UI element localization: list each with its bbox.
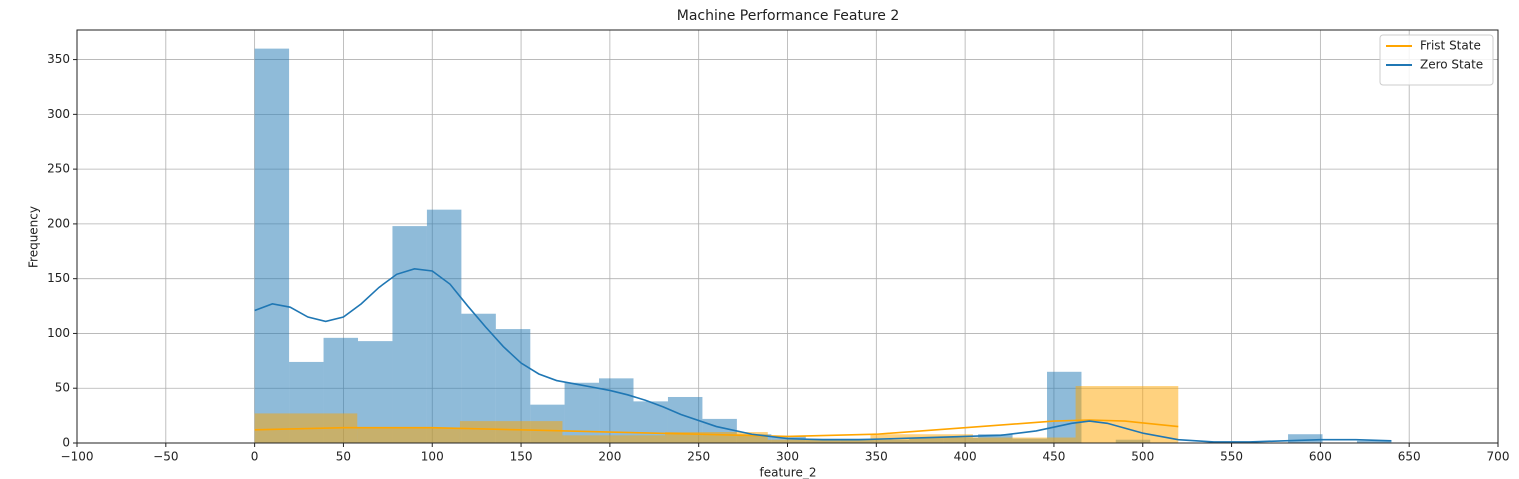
y-tick-label: 200 [47,216,70,230]
y-tick-label: 300 [47,107,70,121]
x-tick-label: 450 [1042,450,1065,464]
histogram-bar [392,226,427,443]
x-tick-label: 0 [251,450,259,464]
x-tick-label: 600 [1309,450,1332,464]
histogram-bar [1288,434,1323,443]
y-tick-label: 0 [62,436,70,450]
histogram-bar [1075,386,1179,443]
chart-title: Machine Performance Feature 2 [677,8,899,24]
plot-frame [76,29,1499,444]
y-tick-label: 150 [47,271,70,285]
x-tick-label: 100 [421,450,444,464]
legend: Frist State Zero State [1379,34,1494,86]
histogram-bar [599,378,634,443]
x-tick-label: 400 [954,450,977,464]
x-tick-label: −50 [153,450,178,464]
x-tick-label: 300 [776,450,799,464]
histogram-bar [972,437,1076,443]
kde-line [254,419,1179,438]
histogram-bar [459,421,563,443]
x-tick-label: −100 [61,450,94,464]
legend-box [1379,34,1494,86]
legend-label: Frist State [1420,39,1481,53]
legend-label: Zero State [1420,58,1483,72]
histogram-bar [426,209,462,443]
histogram-bar [562,435,666,443]
x-tick-label: 700 [1487,450,1510,464]
x-tick-label: 350 [865,450,888,464]
y-axis-label: Frequency [27,206,41,268]
x-tick-label: 50 [336,450,351,464]
x-axis-label: feature_2 [760,466,817,479]
histogram-bar [358,341,393,443]
histogram-bar [767,439,871,443]
histogram-bar [564,382,600,443]
y-tick-label: 50 [55,381,70,395]
histogram-bar [254,48,290,443]
x-tick-label: 500 [1131,450,1154,464]
x-tick-label: 150 [510,450,533,464]
y-tick-label: 100 [47,326,70,340]
histogram-bar [665,432,768,443]
x-tick-label: 250 [687,450,710,464]
kde-line [254,268,1392,443]
x-tick-label: 200 [598,450,621,464]
y-tick-label: 250 [47,162,70,176]
histogram-bar [357,427,460,443]
x-tick-label: 550 [1220,450,1243,464]
y-tick-label: 350 [47,52,70,66]
histogram-bar [870,434,973,443]
histogram-bar [1356,440,1392,443]
x-tick-label: 650 [1398,450,1421,464]
